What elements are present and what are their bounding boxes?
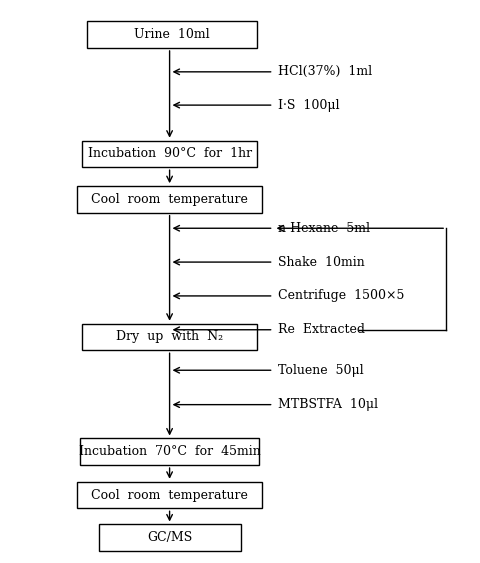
Text: GC/MS: GC/MS bbox=[147, 531, 192, 544]
Text: Cool  room  temperature: Cool room temperature bbox=[91, 489, 248, 502]
Text: Urine  10ml: Urine 10ml bbox=[134, 28, 209, 41]
Text: Cool  room  temperature: Cool room temperature bbox=[91, 193, 248, 206]
Text: Dry  up  with  N₂: Dry up with N₂ bbox=[116, 330, 223, 343]
Text: I·S  100μl: I·S 100μl bbox=[278, 99, 339, 111]
Text: MTBSTFA  10μl: MTBSTFA 10μl bbox=[278, 398, 378, 411]
Text: Toluene  50μl: Toluene 50μl bbox=[278, 364, 363, 377]
Text: Re  Extracted: Re Extracted bbox=[278, 323, 364, 336]
Bar bbox=[98, 525, 240, 551]
Text: HCl(37%)  1ml: HCl(37%) 1ml bbox=[278, 65, 372, 78]
Bar bbox=[82, 141, 256, 167]
Text: Incubation  90°C  for  1hr: Incubation 90°C for 1hr bbox=[87, 148, 251, 160]
Text: Centrifuge  1500×5: Centrifuge 1500×5 bbox=[278, 289, 404, 302]
Text: Shake  10min: Shake 10min bbox=[278, 256, 364, 269]
Bar bbox=[82, 324, 256, 350]
Text: n-Hexane  5ml: n-Hexane 5ml bbox=[278, 222, 370, 235]
Bar bbox=[77, 482, 261, 508]
Bar bbox=[80, 439, 259, 465]
Text: Incubation  70°C  for  45min: Incubation 70°C for 45min bbox=[79, 445, 260, 458]
Bar bbox=[77, 186, 261, 213]
Bar bbox=[87, 21, 256, 48]
